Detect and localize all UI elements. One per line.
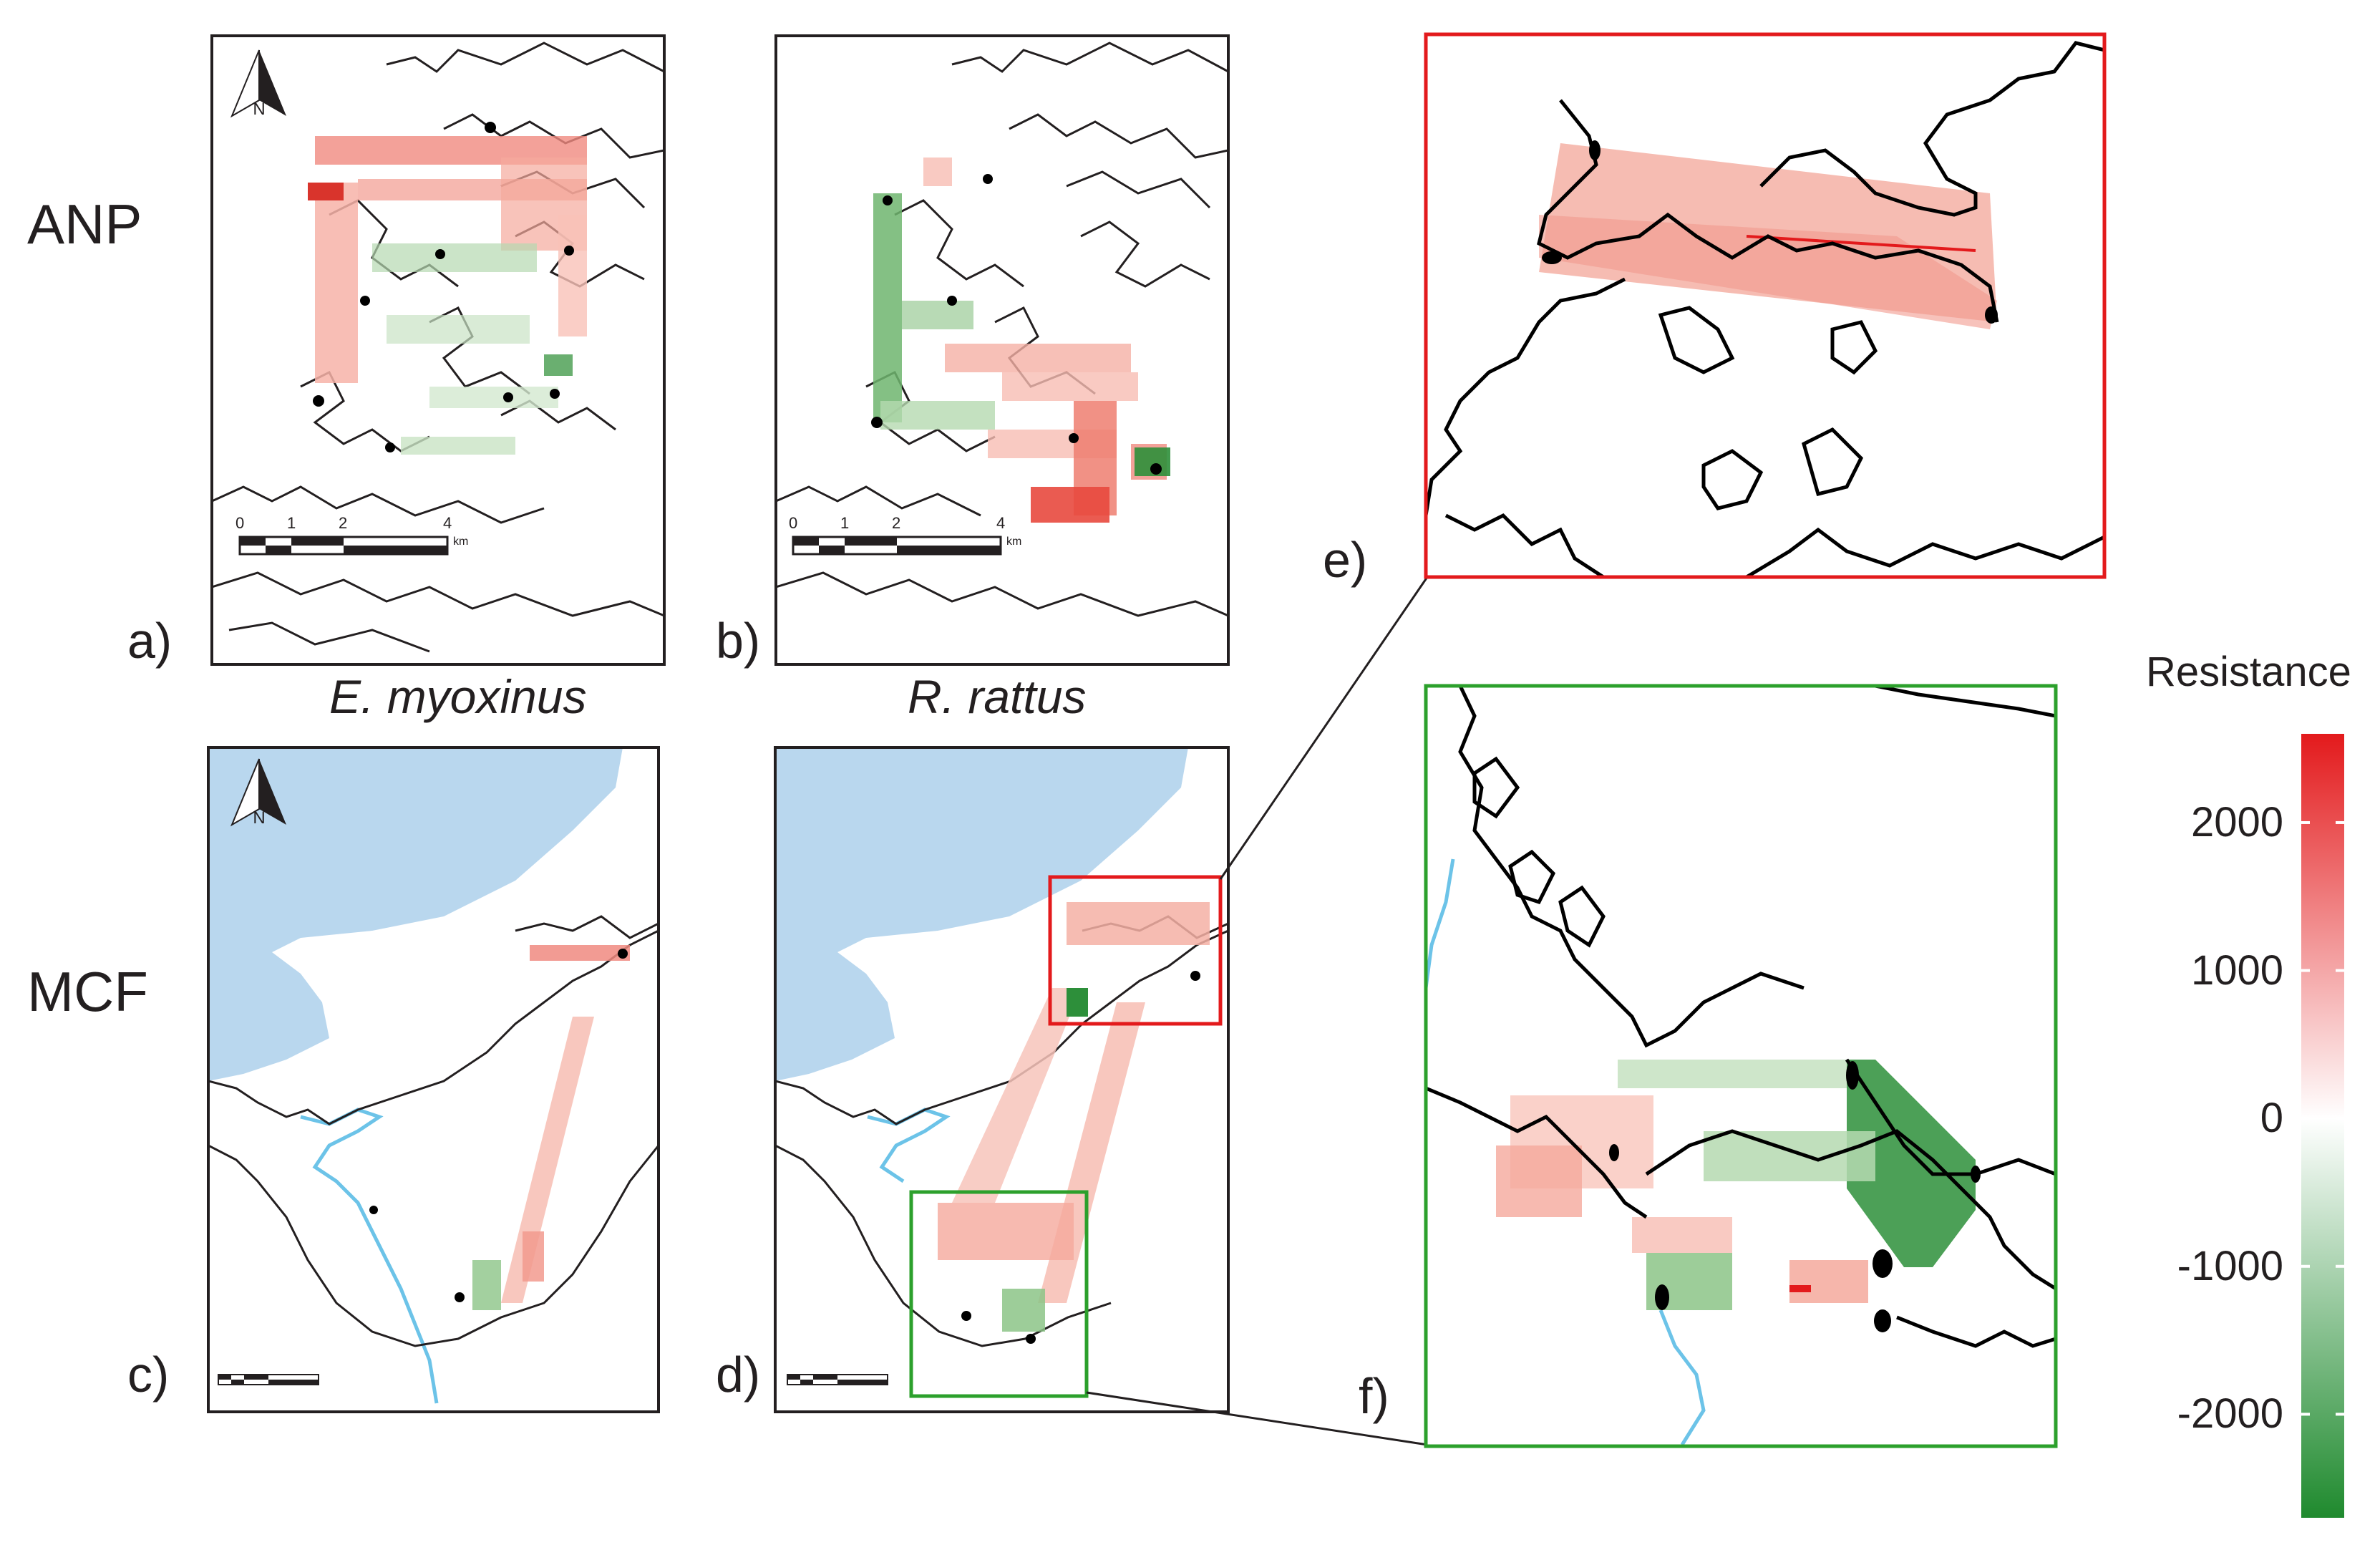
scale-tick-label: 1 (287, 514, 296, 532)
water-body-c (208, 747, 623, 1081)
inset-box-e (1048, 875, 1223, 1026)
frame-b (774, 34, 1230, 666)
legend-tickmarks (2301, 820, 2344, 1416)
map-panel-d (775, 747, 1228, 1347)
legend-tick-label: 0 (2260, 1095, 2283, 1142)
legend-colorbar (2301, 734, 2344, 1518)
legend-tick-label: -1000 (2177, 1242, 2283, 1289)
map-panel-e (1426, 41, 2104, 577)
scale-bar-d (787, 1374, 888, 1385)
scale-tick-label: 2 (339, 514, 348, 532)
panel-label-e: e) (1323, 532, 1368, 588)
resistance-cells-d (938, 902, 1210, 1332)
resistance-cells-a (308, 136, 587, 455)
scale-tick-label: 0 (789, 514, 798, 532)
north-arrow-icon: N (230, 49, 286, 119)
scale-bar-c (218, 1374, 319, 1385)
map-panel-a (212, 42, 664, 653)
coastline-c (208, 915, 659, 1347)
river-c (300, 1108, 439, 1404)
resistance-cells-c (472, 945, 630, 1310)
panel-label-a: a) (127, 613, 173, 669)
panel-label-f: f) (1359, 1368, 1389, 1424)
map-panel-f (1426, 686, 2056, 1446)
coastline-f (1426, 686, 2056, 1348)
scale-tick-label: 1 (840, 514, 850, 532)
scale-unit-label: km (1006, 536, 1022, 548)
scale-unit-label: km (453, 536, 469, 548)
frame-c (207, 746, 660, 1413)
panel-label-c: c) (127, 1347, 170, 1403)
connector-e (1219, 576, 1429, 880)
map-panel-c (208, 747, 659, 1404)
north-arrow-icon: N (230, 758, 286, 828)
species-label-e-myoxinus: E. myoxinus (329, 670, 587, 723)
map-panel-b (776, 42, 1228, 617)
scale-bar-a (238, 536, 449, 556)
scale-tick-label: 4 (443, 514, 452, 532)
scale-tick-label: 0 (235, 514, 245, 532)
frame-a (210, 34, 666, 666)
row-label-mcf: MCF (27, 960, 148, 1023)
row-label-anp: ANP (27, 193, 142, 256)
legend-tick-label: 2000 (2190, 798, 2283, 846)
frame-e (1424, 32, 2107, 579)
svg-text:N: N (253, 808, 265, 828)
frame-f (1424, 684, 2058, 1448)
resistance-cells-b (873, 158, 1170, 523)
legend-tick-label: 1000 (2190, 946, 2283, 994)
connector-f (1086, 1391, 1428, 1446)
sampling-points-a (313, 122, 574, 452)
sampling-points-b (871, 174, 1162, 475)
river-f (1426, 858, 1706, 1446)
sampling-points-f (1609, 1061, 1981, 1332)
legend-tick-label: -2000 (2177, 1390, 2283, 1438)
resistance-cells-f (1496, 1060, 1976, 1310)
legend-title: Resistance (2146, 649, 2351, 695)
panel-label-b: b) (716, 613, 761, 669)
sampling-points-c (369, 949, 628, 1302)
species-label-r-rattus: R. rattus (908, 670, 1087, 723)
inset-box-f (909, 1190, 1089, 1398)
scale-tick-label: 2 (892, 514, 901, 532)
sampling-points-d (961, 971, 1200, 1344)
sampling-points-e (1542, 140, 1998, 324)
frame-d (774, 746, 1230, 1413)
water-body-d (775, 747, 1188, 1081)
panel-label-d: d) (716, 1347, 761, 1403)
resistance-cells-e (1539, 143, 1997, 329)
scale-bar-b (792, 536, 1002, 556)
svg-text:N: N (253, 100, 265, 119)
river-d (867, 1108, 951, 1183)
scale-tick-label: 4 (996, 514, 1006, 532)
coastline-e (1426, 41, 2104, 577)
coastline-a (212, 42, 664, 653)
